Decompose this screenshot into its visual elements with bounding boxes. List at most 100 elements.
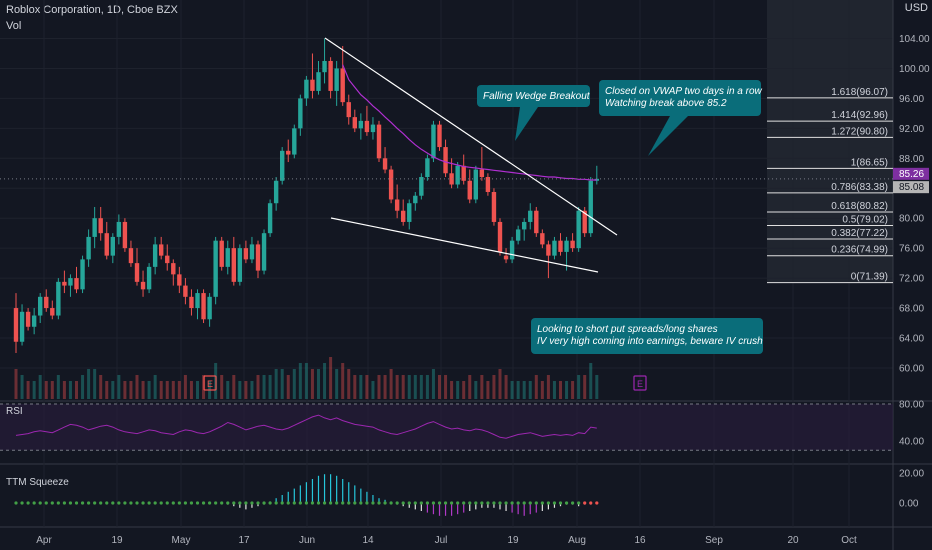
squeeze-dot (540, 501, 544, 505)
wedge-note-text: Falling Wedge Breakout (483, 91, 591, 102)
squeeze-dot (480, 501, 484, 505)
price-tick-label: 92.00 (899, 124, 924, 135)
volume-bar (377, 375, 381, 399)
volume-bar (81, 375, 85, 399)
volume-bar (341, 363, 345, 399)
candle-body (13, 308, 19, 342)
squeeze-dot (105, 501, 109, 505)
volume-bar (540, 381, 544, 399)
squeeze-dot (14, 501, 18, 505)
candle-body (316, 72, 321, 91)
price-tick-label: 104.00 (899, 34, 930, 45)
fib-level-label: 0.382(77.22) (831, 228, 888, 239)
squeeze-dot (38, 501, 42, 505)
volume-bar (238, 381, 242, 399)
candle-body (431, 124, 436, 159)
squeeze-dot (93, 501, 97, 505)
squeeze-label: TTM Squeeze (6, 477, 69, 488)
volume-bar (177, 381, 181, 399)
candle-body (183, 285, 188, 297)
vwap-note-text: Closed on VWAP two days in a row (605, 86, 763, 97)
volume-bar (183, 375, 187, 399)
squeeze-dot (468, 501, 472, 505)
earnings-note-text: IV very high coming into earnings, bewar… (537, 336, 763, 347)
squeeze-dot (20, 501, 24, 505)
volume-bar (117, 375, 121, 399)
candle-body (207, 296, 212, 320)
candle-body (401, 210, 406, 222)
volume-bar (226, 381, 230, 399)
candle-body (231, 248, 236, 282)
candle-body (56, 281, 61, 316)
candle-body (128, 248, 134, 264)
price-tick-label: 72.00 (899, 274, 924, 285)
volume-bar (425, 375, 429, 399)
fib-level-label: 1.414(92.96) (831, 110, 888, 121)
volume-bar (546, 375, 550, 399)
candle-body (364, 120, 370, 133)
candle-body (455, 165, 460, 185)
candle-body (328, 60, 333, 91)
volume-bar (389, 369, 393, 399)
squeeze-dot (341, 501, 345, 505)
candle-body (485, 177, 491, 192)
candle-body (334, 68, 339, 91)
squeeze-dot (474, 501, 478, 505)
squeeze-dot (486, 501, 490, 505)
candle-body (44, 296, 49, 309)
squeeze-dot (450, 501, 454, 505)
currency-selector[interactable]: USD (905, 2, 928, 14)
candle-body (437, 124, 442, 148)
squeeze-dot (177, 501, 181, 505)
time-tick-label: 16 (634, 535, 646, 546)
time-tick-label: May (172, 535, 191, 546)
candle-body (38, 296, 43, 316)
candle-body (358, 120, 364, 129)
volume-bar (450, 381, 454, 399)
candle-body (86, 236, 91, 260)
squeeze-dot (522, 501, 526, 505)
squeeze-dot (322, 501, 327, 505)
squeeze-dot (68, 501, 73, 505)
wedge-note-pointer (515, 107, 538, 141)
candle-body (449, 173, 454, 185)
candle-body (261, 233, 267, 271)
vwap-price-tag-label: 85.08 (899, 182, 924, 193)
candle-body (171, 263, 176, 275)
price-tick-label: 64.00 (899, 334, 924, 345)
candle-body (80, 259, 85, 290)
squeeze-dot (274, 501, 278, 505)
squeeze-dot (534, 501, 538, 505)
volume-bar (528, 381, 532, 399)
candle-body (116, 221, 122, 237)
candle-body (467, 180, 472, 200)
symbol-title: Roblox Corporation, 1D, Cboe BZX (6, 4, 178, 16)
squeeze-dot (220, 501, 224, 505)
candle-body (31, 315, 37, 327)
time-tick-label: 19 (507, 535, 519, 546)
candle-body (588, 180, 593, 234)
vwap-note-text: Watching break above 85.2 (605, 98, 727, 109)
candle-body (304, 79, 309, 99)
squeeze-dot (589, 501, 593, 505)
squeeze-dot (528, 501, 532, 505)
time-tick-label: 14 (362, 535, 374, 546)
squeeze-dot (286, 501, 290, 505)
wedge-note-box (477, 85, 590, 107)
time-tick-label: Apr (36, 535, 52, 546)
volume-bar (335, 369, 339, 399)
volume-bar (123, 381, 127, 399)
candle-body (189, 296, 194, 309)
volume-bar (329, 357, 333, 399)
squeeze-tick-label: 0.00 (899, 499, 919, 510)
squeeze-dot (395, 501, 399, 505)
volume-bar (401, 375, 405, 399)
squeeze-dot (214, 501, 218, 505)
price-tick-label: 100.00 (899, 64, 930, 75)
candle-body (582, 210, 587, 234)
squeeze-dot (510, 501, 514, 505)
candle-body (540, 233, 545, 245)
candle-body (522, 221, 527, 230)
volume-bar (93, 369, 97, 399)
